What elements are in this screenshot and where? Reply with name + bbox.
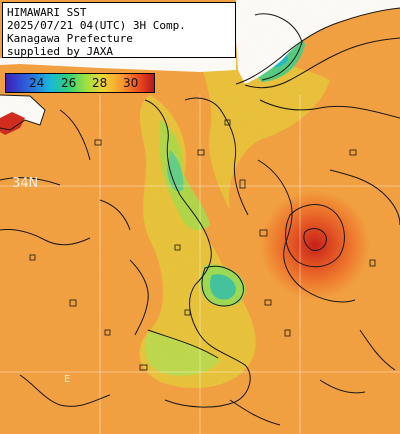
header-datetime: 2025/07/21 04(UTC) 3H Comp. xyxy=(7,19,186,32)
header-region: Kanagawa Prefecture xyxy=(7,32,133,45)
legend-tick-26: 26 xyxy=(61,76,77,90)
header-supplier: supplied by JAXA xyxy=(7,45,113,58)
header-box: HIMAWARI SST 2025/07/21 04(UTC) 3H Comp.… xyxy=(2,2,236,58)
legend-tick-28: 28 xyxy=(92,76,108,90)
color-scale-legend: 24 26 28 30 xyxy=(5,73,155,93)
legend-tick-24: 24 xyxy=(29,76,45,90)
latitude-label: 34N xyxy=(12,176,39,191)
legend-tick-30: 30 xyxy=(123,76,139,90)
header-title: HIMAWARI SST xyxy=(7,6,87,19)
longitude-label: E xyxy=(64,374,71,385)
